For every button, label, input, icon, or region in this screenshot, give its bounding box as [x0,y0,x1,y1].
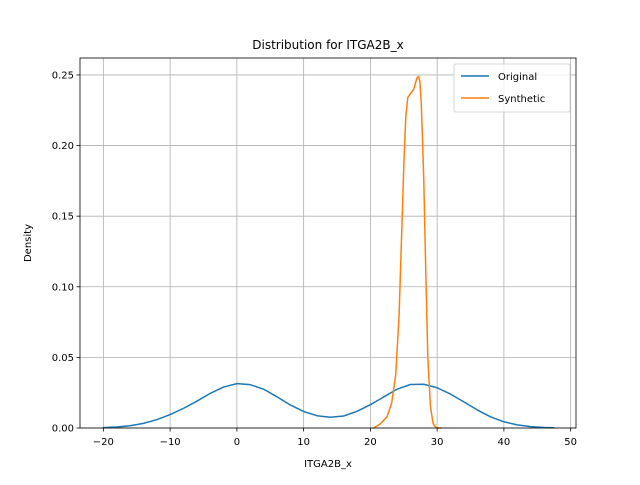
y-tick-label: 0.00 [52,424,74,435]
y-tick-label: 0.25 [52,70,74,81]
legend-label-original: Original [498,72,537,83]
x-tick-label: 50 [564,437,577,448]
x-axis-label: ITGA2B_x [304,459,352,470]
x-tick-label: 10 [297,437,310,448]
legend: Original Synthetic [453,63,571,113]
y-tick-label: 0.10 [52,282,74,293]
y-axis-label: Density [23,224,34,262]
x-tick-label: 20 [364,437,377,448]
y-tick-label: 0.05 [52,353,74,364]
y-tick-label: 0.20 [52,141,74,152]
series-line-original [102,382,555,429]
axis-ticks: −20 −10 0 10 20 30 40 50 0.00 0.05 0.10 0.15 0.20 0.2… [52,70,577,448]
x-tick-label: 30 [431,437,444,448]
series-lines [102,75,555,429]
chart-title: Distribution for ITGA2B_x [252,38,403,52]
legend-label-synthetic: Synthetic [498,94,545,105]
y-tick-label: 0.15 [52,212,74,223]
x-tick-label: 40 [498,437,511,448]
x-tick-label: −10 [160,437,181,448]
series-line-synthetic [372,75,442,429]
plot-frame [79,57,577,429]
x-tick-label: −20 [93,437,114,448]
x-tick-label: 0 [234,437,240,448]
